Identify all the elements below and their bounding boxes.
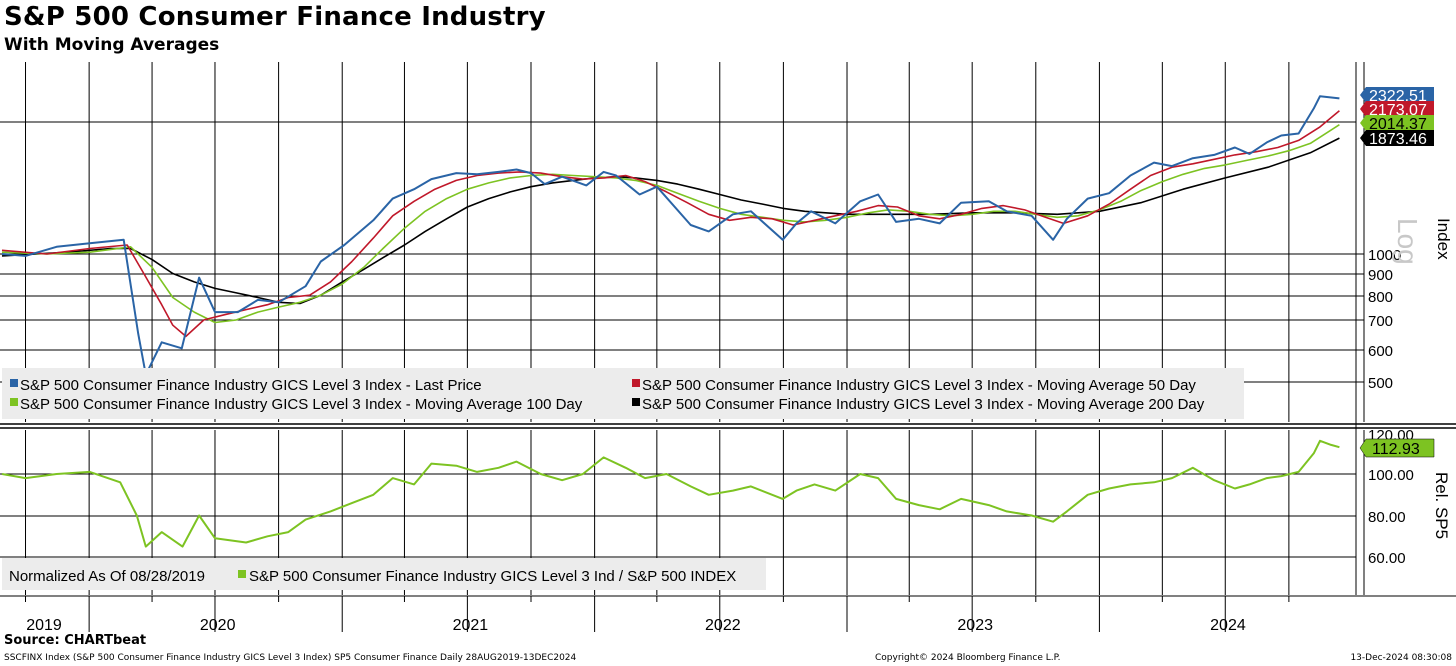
legend-box xyxy=(2,558,766,590)
legend-swatch xyxy=(10,379,18,387)
legend-swatch xyxy=(10,398,18,406)
ma-100-line xyxy=(1,124,1340,324)
x-year-label: 2024 xyxy=(1210,617,1246,634)
legend-normalized-note: Normalized As Of 08/28/2019 xyxy=(9,568,205,585)
last-value-tag xyxy=(1360,101,1434,117)
log-scale-watermark: Log xyxy=(1392,218,1423,265)
legend-label: S&P 500 Consumer Finance Industry GICS L… xyxy=(20,377,482,394)
y-tick-label: 100.00 xyxy=(1368,467,1414,484)
legend-swatch xyxy=(632,379,640,387)
last-value-label: 2322.51 xyxy=(1369,88,1427,105)
chart-title: S&P 500 Consumer Finance Industry xyxy=(4,2,546,32)
last-value-label: 2014.37 xyxy=(1369,116,1427,133)
footer-timestamp: 13-Dec-2024 08:30:08 xyxy=(1350,653,1452,663)
upper-axis-title: Index xyxy=(1434,218,1453,260)
last-value-tag xyxy=(1359,438,1435,458)
last-value-tag xyxy=(1360,87,1434,103)
legend-label: S&P 500 Consumer Finance Industry GICS L… xyxy=(20,396,583,413)
ma-200-line xyxy=(1,137,1340,305)
footer-ticker-description: SSCFINX Index (S&P 500 Consumer Finance … xyxy=(4,653,577,663)
last-value-label: 112.93 xyxy=(1372,441,1420,458)
chart-subtitle: With Moving Averages xyxy=(4,35,220,55)
y-tick-label: 60.00 xyxy=(1368,550,1406,567)
legend-box xyxy=(2,368,1244,419)
legend-label: S&P 500 Consumer Finance Industry GICS L… xyxy=(249,568,736,585)
last-value-tag xyxy=(1360,130,1434,146)
source-note: Source: CHARTbeat xyxy=(4,633,147,648)
x-year-label: 2019 xyxy=(26,617,62,634)
legend-swatch xyxy=(632,398,640,406)
legend-label: S&P 500 Consumer Finance Industry GICS L… xyxy=(642,396,1205,413)
x-year-label: 2023 xyxy=(957,617,993,634)
footer-copyright: Copyright© 2024 Bloomberg Finance L.P. xyxy=(875,653,1061,663)
x-year-label: 2020 xyxy=(200,617,236,634)
last-price-line xyxy=(1,95,1340,376)
y-tick-label: 1000 xyxy=(1368,247,1401,264)
y-tick-label: 80.00 xyxy=(1368,509,1406,526)
last-value-label: 2173.07 xyxy=(1369,102,1427,119)
y-tick-label: 900 xyxy=(1368,267,1393,284)
lower-axis-title: Rel. SP5 xyxy=(1432,472,1451,539)
last-value-tag xyxy=(1360,115,1434,131)
y-tick-label: 600 xyxy=(1368,343,1393,360)
legend-label: S&P 500 Consumer Finance Industry GICS L… xyxy=(642,377,1196,394)
x-year-label: 2021 xyxy=(453,617,489,634)
ma-50-line xyxy=(1,110,1340,338)
legend-swatch xyxy=(238,570,246,578)
y-tick-label: 800 xyxy=(1368,289,1393,306)
last-value-label: 1873.46 xyxy=(1369,131,1427,148)
y-tick-label: 700 xyxy=(1368,313,1393,330)
x-year-label: 2022 xyxy=(705,617,741,634)
y-tick-label: 500 xyxy=(1368,375,1393,392)
relative-performance-line xyxy=(1,439,1340,548)
